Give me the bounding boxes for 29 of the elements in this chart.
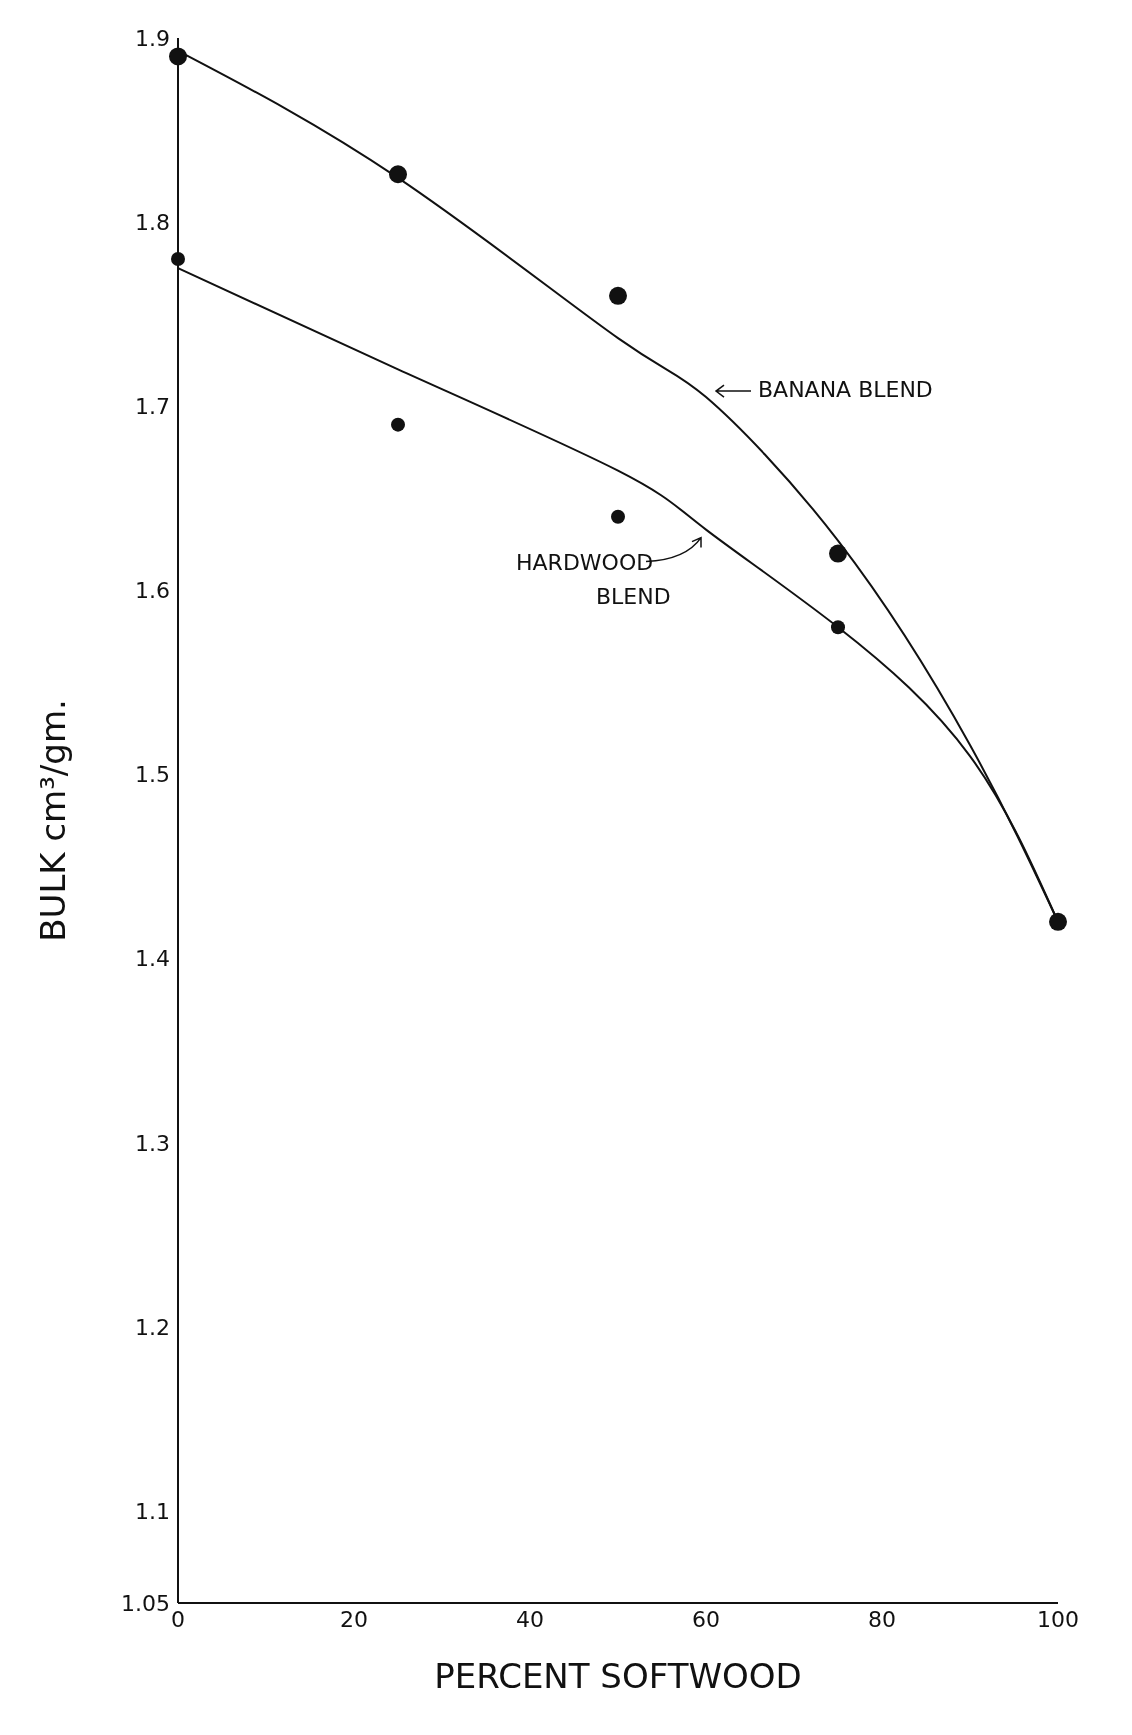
point bbox=[831, 620, 845, 635]
x-tick-label: 40 bbox=[516, 1606, 544, 1632]
point bbox=[611, 509, 625, 524]
y-tick-label: 1.8 bbox=[135, 209, 170, 235]
point bbox=[609, 286, 627, 305]
point bbox=[829, 544, 847, 563]
y-tick-label: 1.5 bbox=[135, 762, 170, 788]
y-tick-label: 1.4 bbox=[135, 946, 170, 972]
point bbox=[389, 165, 407, 184]
y-tick-label: 1.05 bbox=[121, 1590, 170, 1616]
y-tick-label: 1.9 bbox=[135, 25, 170, 51]
y-tick-label: 1.1 bbox=[135, 1498, 170, 1524]
x-tick-label: 0 bbox=[171, 1606, 185, 1632]
y-axis-title: BULK cm³/gm. bbox=[33, 699, 74, 942]
point bbox=[1049, 912, 1067, 931]
legend-label: BANANA BLEND bbox=[758, 377, 933, 403]
x-tick-label: 20 bbox=[340, 1606, 368, 1632]
point bbox=[391, 417, 405, 432]
y-tick-label: 1.3 bbox=[135, 1130, 170, 1156]
series-label: HARDWOOD BLEND bbox=[516, 549, 671, 609]
y-tick-label: 1.2 bbox=[135, 1314, 170, 1340]
point bbox=[169, 47, 187, 66]
y-tick-label: 1.7 bbox=[135, 394, 170, 420]
x-tick-label: 80 bbox=[868, 1606, 896, 1632]
x-tick-label: 100 bbox=[1037, 1606, 1079, 1632]
x-axis-title: PERCENT SOFTWOOD bbox=[434, 1656, 802, 1696]
point bbox=[171, 251, 185, 266]
y-tick-label: 1.6 bbox=[135, 578, 170, 604]
x-tick-label: 60 bbox=[692, 1606, 720, 1632]
